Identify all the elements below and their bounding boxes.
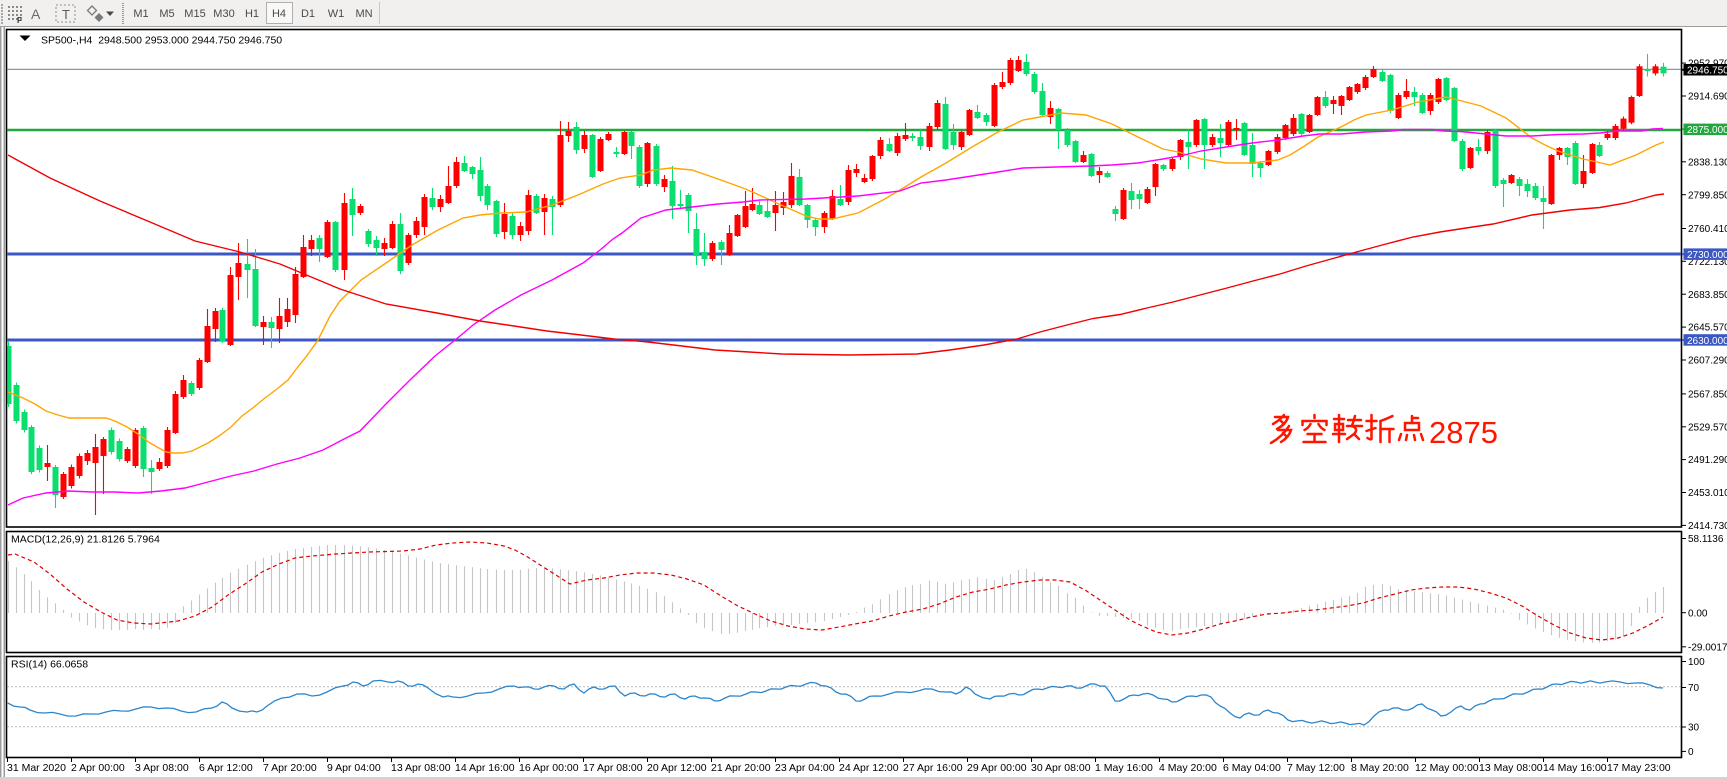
svg-text:2645.570: 2645.570 [1688,323,1727,334]
svg-text:23 Apr 04:00: 23 Apr 04:00 [775,762,835,774]
svg-text:2630.000: 2630.000 [1687,336,1727,347]
svg-text:7 Apr 20:00: 7 Apr 20:00 [263,762,317,774]
svg-text:70: 70 [1688,683,1700,694]
svg-text:F: F [17,16,22,25]
svg-text:13 Apr 08:00: 13 Apr 08:00 [391,762,451,774]
svg-text:3 Apr 08:00: 3 Apr 08:00 [135,762,189,774]
svg-text:14 Apr 16:00: 14 Apr 16:00 [455,762,515,774]
svg-text:2946.750: 2946.750 [1687,66,1727,77]
svg-text:6 Apr 12:00: 6 Apr 12:00 [199,762,253,774]
svg-text:H1: H1 [245,8,259,20]
svg-text:2838.130: 2838.130 [1688,157,1727,168]
svg-text:2567.850: 2567.850 [1688,390,1727,401]
svg-text:1 May 16:00: 1 May 16:00 [1095,762,1153,774]
svg-text:31 Mar 2020: 31 Mar 2020 [7,762,66,774]
svg-text:100: 100 [1688,657,1705,668]
svg-text:9 Apr 04:00: 9 Apr 04:00 [327,762,381,774]
svg-text:M5: M5 [159,8,174,20]
svg-text:13 May 08:00: 13 May 08:00 [1479,762,1543,774]
svg-text:W1: W1 [328,8,345,20]
svg-text:6 May 04:00: 6 May 04:00 [1223,762,1281,774]
svg-text:29 Apr 00:00: 29 Apr 00:00 [967,762,1027,774]
svg-text:21 Apr 20:00: 21 Apr 20:00 [711,762,771,774]
svg-text:MACD(12,26,9) 21.8126 5.7964: MACD(12,26,9) 21.8126 5.7964 [11,534,160,546]
svg-text:27 Apr 16:00: 27 Apr 16:00 [903,762,963,774]
svg-text:20 Apr 12:00: 20 Apr 12:00 [647,762,707,774]
svg-text:14 May 16:00: 14 May 16:00 [1543,762,1607,774]
svg-text:2730.000: 2730.000 [1687,250,1727,261]
svg-text:2799.850: 2799.850 [1688,190,1727,201]
svg-text:2760.410: 2760.410 [1688,224,1727,235]
svg-text:2683.850: 2683.850 [1688,290,1727,301]
svg-text:SP500-,H4 2948.500 2953.000 2: SP500-,H4 2948.500 2953.000 2944.750 294… [41,35,282,47]
svg-text:24 Apr 12:00: 24 Apr 12:00 [839,762,899,774]
svg-text:17 Apr 08:00: 17 Apr 08:00 [583,762,643,774]
svg-text:M15: M15 [184,8,205,20]
svg-text:2453.010: 2453.010 [1688,488,1727,499]
svg-text:2875.000: 2875.000 [1687,125,1727,136]
svg-text:4 May 20:00: 4 May 20:00 [1159,762,1217,774]
svg-text:-29.0017: -29.0017 [1688,642,1727,653]
svg-text:D1: D1 [301,8,315,20]
svg-text:2414.730: 2414.730 [1688,521,1727,532]
svg-text:2491.290: 2491.290 [1688,455,1727,466]
svg-text:8 May 20:00: 8 May 20:00 [1351,762,1409,774]
svg-text:30 Apr 08:00: 30 Apr 08:00 [1031,762,1091,774]
svg-text:M30: M30 [213,8,234,20]
svg-text:M1: M1 [133,8,148,20]
svg-text:2607.290: 2607.290 [1688,356,1727,367]
svg-text:0.00: 0.00 [1688,608,1708,619]
svg-text:RSI(14) 66.0658: RSI(14) 66.0658 [11,659,88,671]
svg-text:2 Apr 00:00: 2 Apr 00:00 [71,762,125,774]
svg-text:T: T [62,7,70,22]
svg-text:A: A [31,6,41,22]
svg-text:2529.570: 2529.570 [1688,422,1727,433]
svg-text:0: 0 [1688,747,1694,758]
svg-text:2722.130: 2722.130 [1688,257,1727,268]
svg-text:MN: MN [355,8,372,20]
svg-text:12 May 00:00: 12 May 00:00 [1415,762,1479,774]
svg-text:16 Apr 00:00: 16 Apr 00:00 [519,762,579,774]
svg-text:58.1136: 58.1136 [1688,534,1724,545]
svg-text:H4: H4 [272,8,286,20]
svg-text:2875: 2875 [1429,415,1498,450]
svg-text:30: 30 [1688,723,1700,734]
svg-text:7 May 12:00: 7 May 12:00 [1287,762,1345,774]
svg-text:2914.690: 2914.690 [1688,92,1727,103]
svg-text:17 May 23:00: 17 May 23:00 [1607,762,1671,774]
